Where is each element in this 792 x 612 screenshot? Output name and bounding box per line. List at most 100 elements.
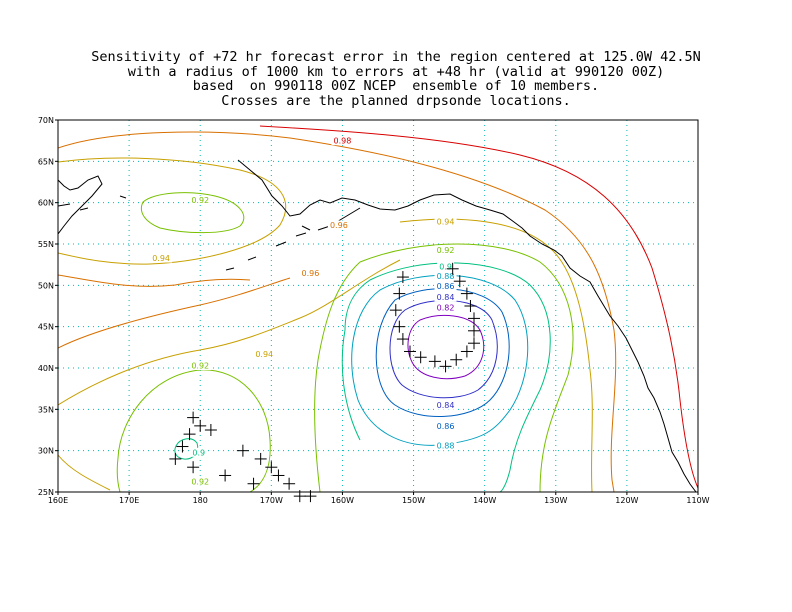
- dropsonde-cross: [428, 355, 441, 368]
- x-tick-label: 150W: [402, 496, 425, 505]
- contour-0.94-sw: [58, 454, 111, 491]
- dropsonde-cross: [219, 469, 232, 482]
- title-line-1: Sensitivity of +72 hr forecast error in …: [91, 49, 701, 65]
- y-tick-label: 65N: [38, 157, 54, 166]
- y-tick-label: 35N: [38, 405, 54, 414]
- contour-label: 0.88: [437, 442, 455, 451]
- x-tick-label: 110W: [686, 496, 709, 505]
- dropsonde-cross: [450, 353, 463, 366]
- contour-0.82: [407, 314, 485, 380]
- dropsonde-cross: [464, 300, 477, 312]
- contour-label: 0.92: [191, 477, 209, 486]
- contour-0.9-center: [341, 262, 551, 492]
- dropsonde-cross: [183, 428, 196, 441]
- contour-label-bg: [299, 268, 322, 278]
- contour-label: 0.98: [334, 137, 352, 146]
- contour-label-bg: [434, 281, 457, 291]
- contour-labels: 0.98 0.96 0.96 0.94 0.94 0.94 0.92 0.92 0.92 0.92…: [150, 136, 457, 486]
- y-tick-label: 45N: [38, 323, 54, 332]
- contour-label: 0.92: [191, 362, 209, 371]
- dropsonde-cross: [396, 333, 409, 346]
- contour-0.86: [375, 288, 510, 417]
- dropsonde-cross: [389, 304, 402, 317]
- y-tick-label: 70N: [38, 116, 54, 125]
- x-tick-label: 120W: [615, 496, 638, 505]
- y-tick-label: 50N: [38, 281, 54, 290]
- title-line-3: based on 990118 00Z NCEP ensemble of 10 …: [192, 78, 600, 94]
- dropsonde-cross: [236, 444, 249, 457]
- dropsonde-cross: [393, 320, 406, 333]
- y-tick-label: 30N: [38, 447, 54, 456]
- x-tick-label: 180: [193, 496, 208, 505]
- dropsonde-cross: [187, 461, 200, 474]
- contour-label-bg: [253, 349, 276, 359]
- dropsonde-cross: [446, 262, 459, 275]
- contour-label-bg: [189, 361, 212, 371]
- contour-label: 0.94: [152, 254, 170, 263]
- contour-label: 0.84: [437, 401, 455, 410]
- dropsonde-cross: [414, 351, 427, 364]
- contour-label: 0.96: [330, 221, 348, 230]
- figure-title: Sensitivity of +72 hr forecast error in …: [0, 50, 792, 108]
- title-line-2: with a radius of 1000 km to errors at +4…: [127, 63, 665, 80]
- y-tick-label: 40N: [38, 364, 54, 373]
- dropsonde-cross: [265, 461, 278, 474]
- y-tick-label: 55N: [38, 240, 54, 249]
- contour-label-bg: [434, 441, 457, 451]
- plot-frame: [57, 119, 699, 493]
- contour-label: 0.94: [437, 218, 455, 227]
- alaska-coast: [237, 159, 697, 492]
- dropsonde-cross: [293, 490, 306, 503]
- title-line-4: Crosses are the planned drpsonde locatio…: [221, 92, 571, 109]
- contour-label-bg: [434, 217, 457, 227]
- contour-label-bg: [434, 421, 457, 431]
- contour-label-bg: [434, 400, 457, 410]
- dropsonde-cross: [169, 452, 182, 465]
- dropsonde-cross: [396, 271, 409, 284]
- axis-ticks: 160E 170E 180 170W 160W 150W 140W 130W 120W 110W 2…: [38, 116, 710, 505]
- contour-label: 0.84: [437, 293, 455, 302]
- contour-label: 0.92: [437, 246, 455, 255]
- dropsonde-cross: [254, 452, 267, 465]
- x-tick-label: 130W: [544, 496, 567, 505]
- dropsonde-cross: [468, 337, 480, 350]
- contour-label-bg: [189, 195, 212, 205]
- dropsonde-cross: [176, 440, 189, 453]
- contour-label-bg: [437, 261, 455, 271]
- dropsonde-cross: [204, 424, 217, 436]
- contour-label: 0.88: [437, 272, 455, 281]
- aleutian-islands: [225, 207, 361, 271]
- contour-label: 0.94: [255, 350, 273, 359]
- y-tick-label: 25N: [38, 488, 54, 497]
- contour-0.96-mid: [58, 277, 291, 349]
- dropsonde-cross: [468, 312, 480, 325]
- dropsonde-cross: [468, 324, 480, 337]
- dropsonde-cross: [272, 469, 285, 482]
- contour-0.94-south: [58, 259, 401, 406]
- contour-label: 0.82: [437, 304, 455, 313]
- contour-label-bg: [434, 271, 457, 281]
- contour-0.92-sw: [116, 369, 271, 492]
- contour-label-bg: [189, 476, 212, 486]
- contour-0.98: [259, 125, 698, 489]
- contour-0.96-north: [58, 131, 617, 492]
- islands-west: [58, 195, 127, 211]
- contour-0.94-north: [58, 157, 287, 265]
- contour-label-bg: [434, 303, 457, 313]
- dropsonde-cross: [283, 477, 296, 490]
- contour-label-bg: [434, 292, 457, 302]
- dropsonde-cross: [439, 360, 452, 373]
- contour-label-bg: [434, 245, 457, 255]
- y-tick-label: 60N: [38, 199, 54, 208]
- dropsonde-cross: [393, 287, 406, 300]
- contour-label: 0.92: [191, 196, 209, 205]
- contour-0.96-west: [58, 274, 251, 287]
- contour-label: 0.86: [437, 282, 455, 291]
- contour-0.84: [389, 299, 498, 399]
- dropsonde-cross: [460, 287, 473, 300]
- x-tick-label: 170W: [260, 496, 283, 505]
- kamchatka-coast: [58, 175, 103, 235]
- contour-label-bg: [190, 447, 208, 457]
- contour-0.88: [351, 274, 529, 446]
- x-tick-label: 160W: [331, 496, 354, 505]
